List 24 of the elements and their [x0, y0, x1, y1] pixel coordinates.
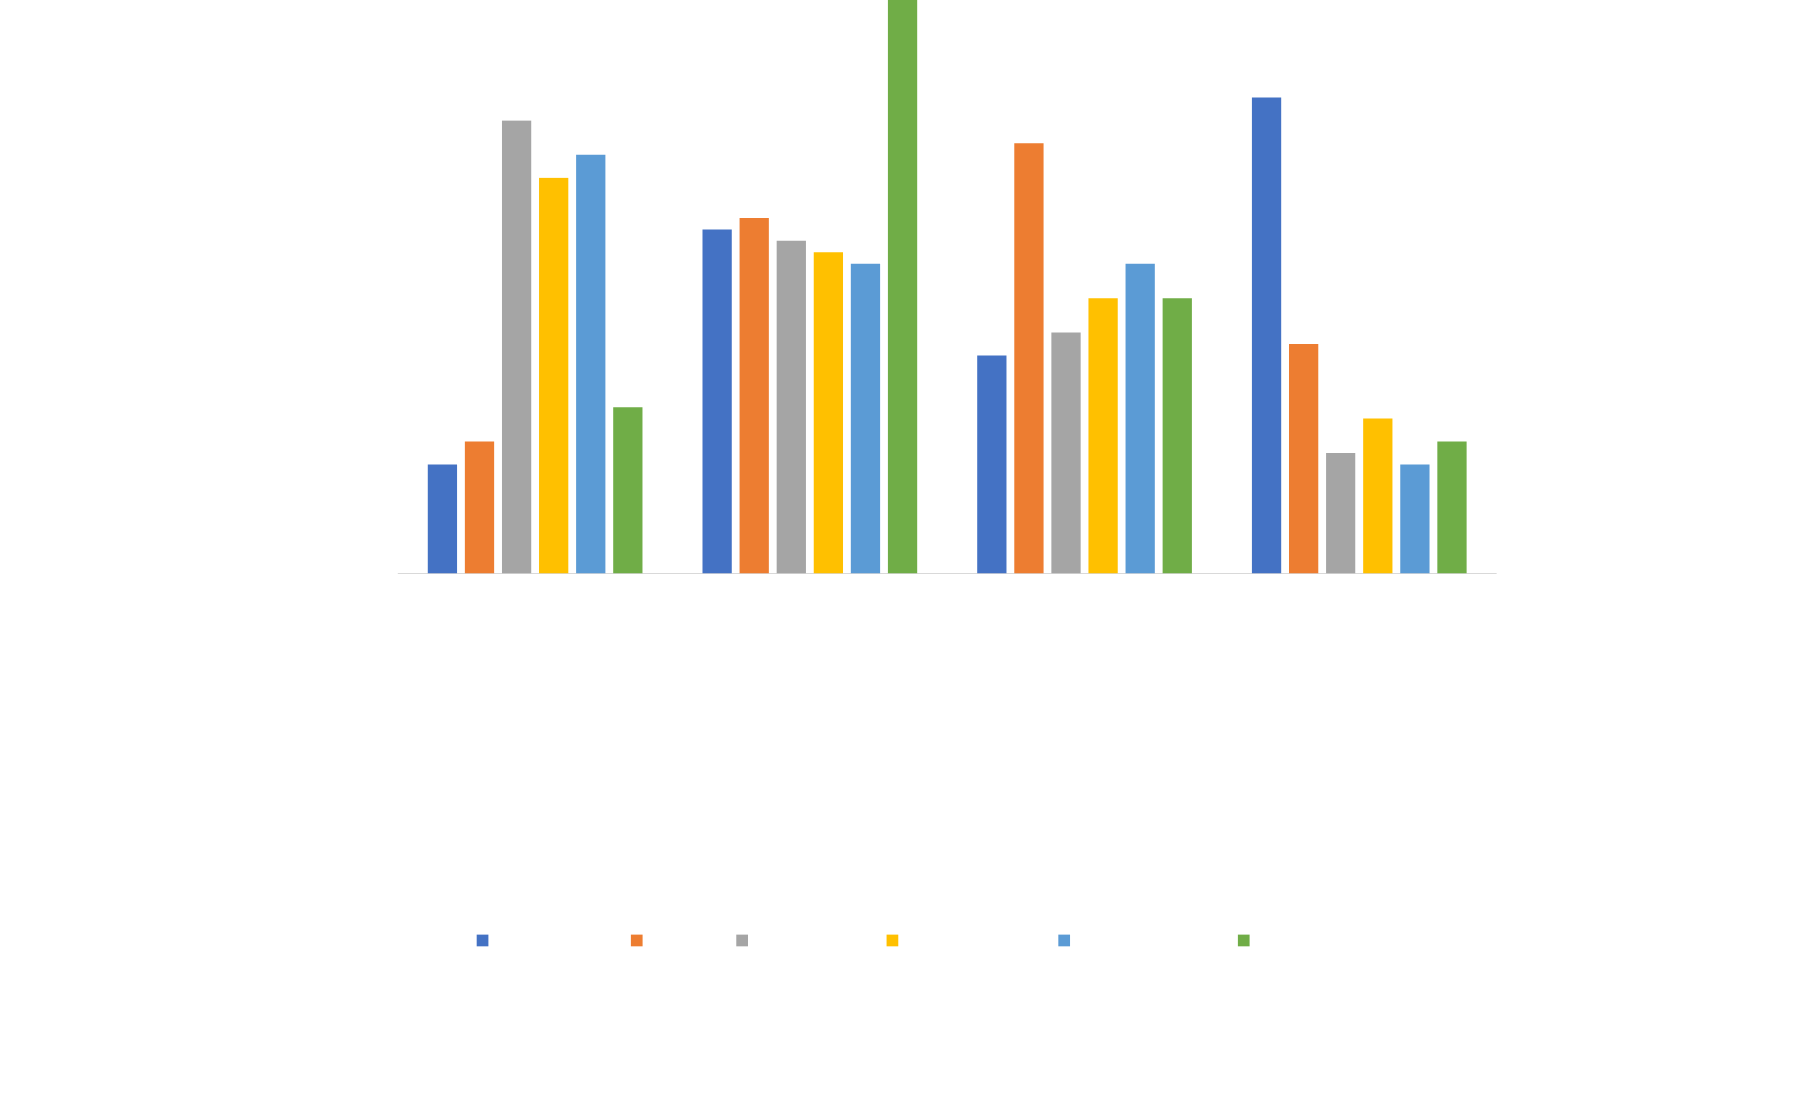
bar: [1326, 452, 1356, 574]
bar: [501, 120, 532, 574]
bar: [576, 154, 606, 574]
bar: [850, 263, 881, 574]
bar: [1088, 297, 1118, 574]
bar: [702, 229, 732, 574]
bar: [613, 406, 643, 574]
bar: [1125, 263, 1155, 574]
bar: [1162, 297, 1192, 574]
bar: [1437, 441, 1467, 574]
bar: [427, 464, 458, 574]
bar: [1014, 143, 1044, 574]
bar: [1400, 464, 1430, 574]
bar: [1051, 332, 1081, 574]
bar: [1251, 97, 1282, 574]
bar: [887, 0, 918, 574]
bar: [1289, 343, 1319, 574]
bar: [813, 252, 844, 574]
bar: [776, 240, 806, 574]
bar: [464, 441, 495, 574]
bar: [977, 355, 1007, 574]
bar: [739, 217, 769, 574]
bar: [1363, 418, 1393, 574]
bar: [539, 177, 569, 574]
